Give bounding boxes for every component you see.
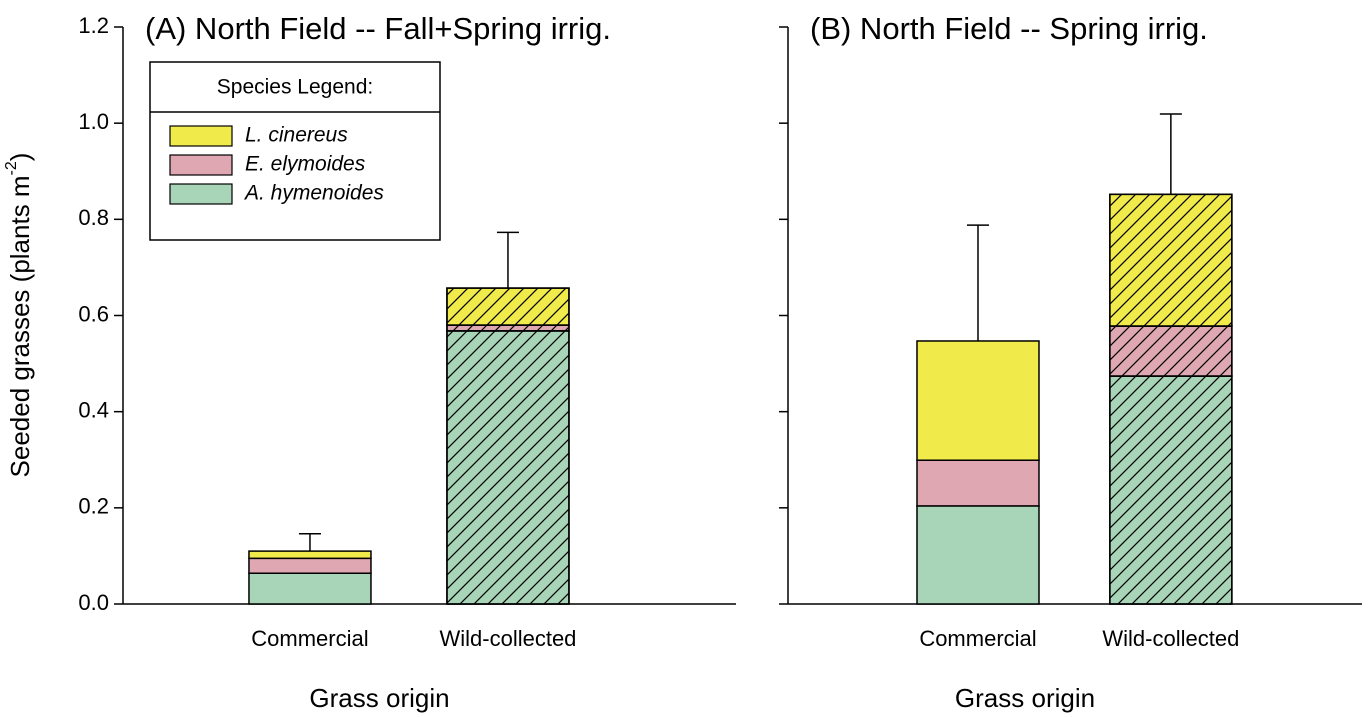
hatch xyxy=(446,330,570,605)
legend-label: E. elymoides xyxy=(245,153,366,176)
hatch xyxy=(1109,375,1233,605)
x-tick-label: Wild-collected xyxy=(439,626,576,651)
x-tick-label: Commercial xyxy=(919,626,1036,651)
y-label-end: ) xyxy=(5,153,35,162)
legend-label: L. cinereus xyxy=(245,124,348,147)
y-tick-label: 1.0 xyxy=(78,109,109,134)
x-axis-label: Grass origin xyxy=(955,683,1095,713)
hatch xyxy=(1109,193,1233,327)
hatch xyxy=(446,324,570,332)
y-tick-label: 1.2 xyxy=(78,13,109,38)
x-tick-label: Commercial xyxy=(251,626,368,651)
x-tick-label: Wild-collected xyxy=(1102,626,1239,651)
legend-title: Species Legend: xyxy=(217,76,373,99)
legend-swatch xyxy=(169,154,233,176)
panel-title: (A) North Field -- Fall+Spring irrig. xyxy=(145,11,611,46)
y-tick-label: 0.8 xyxy=(78,205,109,230)
legend-label: A. hymenoides xyxy=(243,182,384,205)
hatch xyxy=(1109,325,1233,377)
legend-swatch xyxy=(169,125,233,147)
bar-segment xyxy=(248,572,372,605)
bar-segment xyxy=(248,550,372,560)
y-tick-label: 0.6 xyxy=(78,301,109,326)
x-axis-label: Grass origin xyxy=(309,683,449,713)
y-tick-label: 0.2 xyxy=(78,494,109,519)
y-label-text: Seeded grasses (plants m xyxy=(5,175,35,477)
y-tick-label: 0.0 xyxy=(78,590,109,615)
bar-segment xyxy=(916,505,1040,605)
legend-box xyxy=(149,61,441,241)
y-axis-label: Seeded grasses (plants m-2) xyxy=(3,153,35,478)
panel-title: (B) North Field -- Spring irrig. xyxy=(810,11,1208,46)
legend-swatch xyxy=(169,183,233,205)
y-tick-label: 0.4 xyxy=(78,397,109,422)
y-label-sup: -2 xyxy=(3,161,20,175)
bar-segment xyxy=(916,340,1040,461)
bar-segment xyxy=(248,557,372,574)
bar-segment xyxy=(916,459,1040,507)
hatch xyxy=(446,287,570,326)
